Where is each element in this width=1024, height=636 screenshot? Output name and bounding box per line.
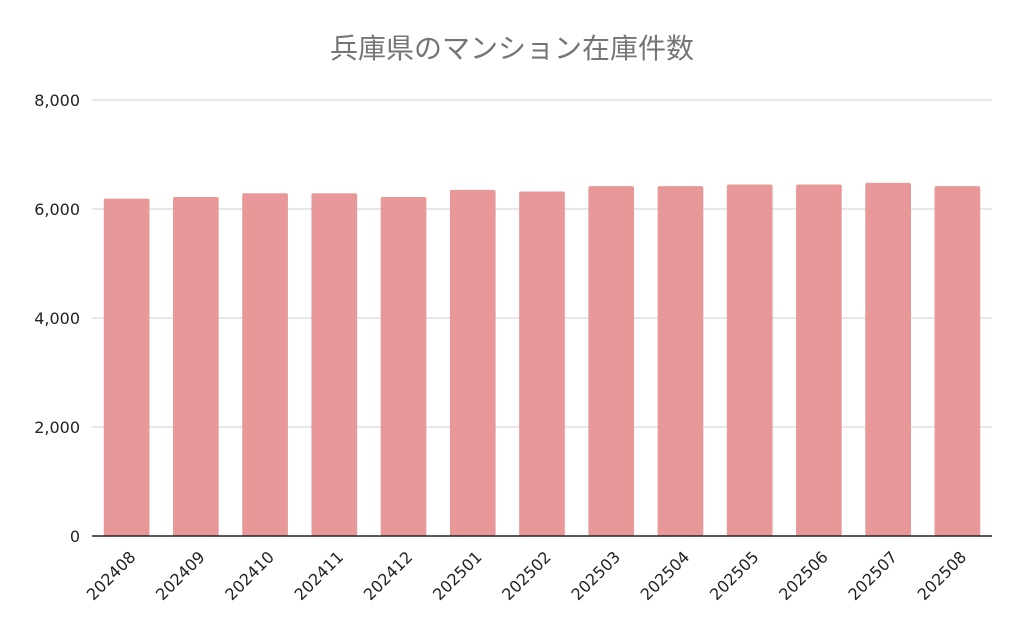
x-tick-label: 202411 <box>291 547 348 604</box>
bar-202503 <box>588 186 635 537</box>
bar-202506 <box>796 184 842 536</box>
x-tick-label: 202502 <box>498 547 555 604</box>
x-tick-label: 202504 <box>637 547 694 604</box>
x-tick-label: 202506 <box>775 547 832 604</box>
x-tick-label: 202508 <box>914 547 971 604</box>
chart-title: 兵庫県のマンション在庫件数 <box>330 32 694 65</box>
bar-202508 <box>934 186 981 537</box>
y-tick-label: 4,000 <box>34 309 80 328</box>
x-tick-label: 202409 <box>152 547 209 604</box>
x-tick-label: 202507 <box>844 547 901 604</box>
x-tick-label: 202412 <box>360 547 417 604</box>
x-tick-label: 202505 <box>706 547 763 604</box>
bars-layer <box>103 182 981 537</box>
bar-202507 <box>865 182 911 536</box>
x-tick-label: 202408 <box>83 547 140 604</box>
bar-202505 <box>726 184 773 536</box>
y-tick-label: 2,000 <box>34 418 80 437</box>
bar-202409 <box>173 197 219 536</box>
x-tick-label: 202501 <box>429 547 486 604</box>
bar-202412 <box>380 197 427 536</box>
y-tick-label: 6,000 <box>34 200 80 219</box>
x-tick-label: 202503 <box>567 547 624 604</box>
x-tick-label: 202410 <box>221 547 278 604</box>
bar-202408 <box>103 198 150 536</box>
bar-202411 <box>311 193 358 536</box>
bar-202504 <box>657 186 704 537</box>
bar-202502 <box>519 191 565 536</box>
bar-202501 <box>449 189 496 537</box>
y-tick-label: 0 <box>70 527 80 546</box>
bar-202410 <box>242 193 288 536</box>
y-tick-label: 8,000 <box>34 91 80 110</box>
